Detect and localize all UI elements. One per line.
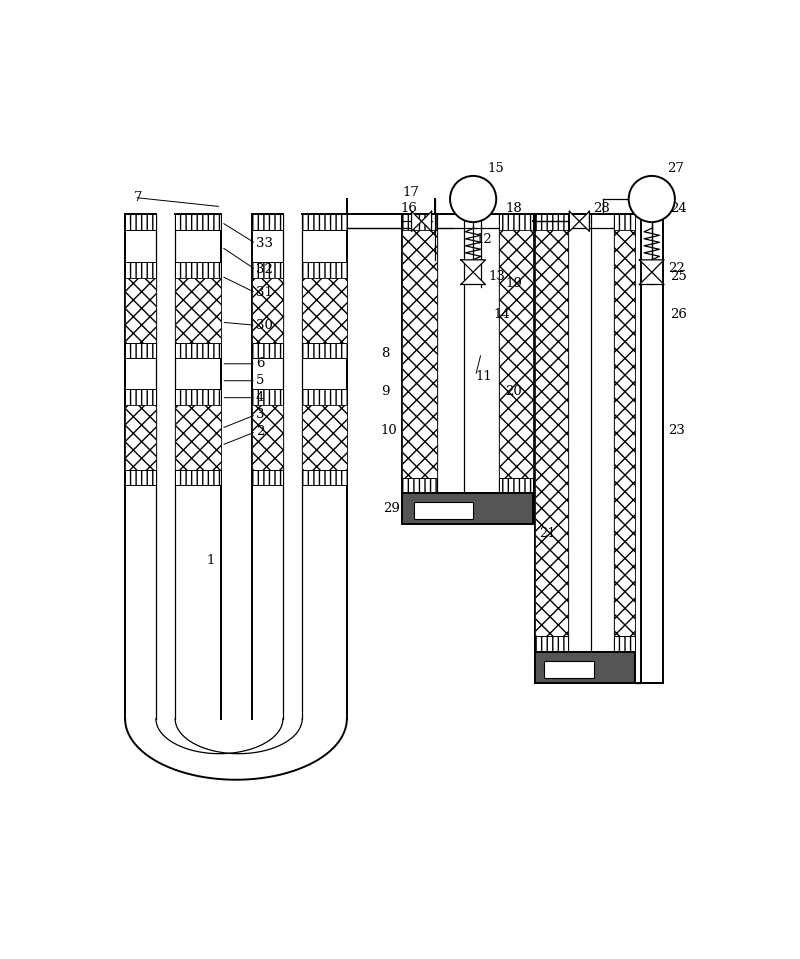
Bar	[302, 405, 347, 470]
Text: 14: 14	[493, 308, 510, 321]
Bar	[498, 230, 533, 478]
Bar	[252, 389, 283, 405]
Bar	[402, 478, 437, 493]
Bar	[302, 262, 347, 277]
Bar	[175, 405, 222, 470]
Text: 19: 19	[506, 277, 522, 291]
Bar	[175, 277, 222, 343]
Bar	[175, 389, 222, 405]
Text: 5: 5	[256, 374, 264, 387]
Text: 23: 23	[668, 424, 685, 436]
Text: 16: 16	[401, 201, 418, 215]
Text: 31: 31	[256, 287, 273, 299]
Bar	[125, 389, 156, 405]
Bar	[614, 637, 635, 652]
Bar	[125, 277, 156, 343]
Bar	[125, 262, 156, 277]
Circle shape	[450, 175, 496, 222]
Bar	[175, 215, 222, 230]
Text: 17: 17	[402, 186, 419, 199]
Text: 26: 26	[670, 308, 687, 321]
Text: 25: 25	[670, 269, 687, 283]
Text: 20: 20	[506, 385, 522, 398]
Bar	[302, 215, 347, 230]
Bar	[252, 343, 283, 359]
Polygon shape	[422, 211, 431, 231]
Bar	[414, 503, 473, 520]
Text: 18: 18	[506, 201, 522, 215]
Bar	[302, 389, 347, 405]
Bar	[302, 470, 347, 485]
Text: 7: 7	[134, 191, 143, 204]
Bar	[402, 215, 437, 230]
Bar	[175, 470, 222, 485]
Text: 3: 3	[256, 409, 265, 421]
Bar	[614, 230, 635, 637]
Polygon shape	[461, 260, 486, 272]
Bar	[302, 277, 347, 343]
Bar	[125, 470, 156, 485]
Bar	[534, 230, 568, 637]
Circle shape	[629, 175, 675, 222]
Text: 21: 21	[539, 527, 556, 541]
Polygon shape	[570, 211, 579, 231]
Bar	[252, 405, 283, 470]
Text: 12: 12	[475, 232, 492, 246]
Text: 8: 8	[381, 346, 389, 360]
Bar	[614, 215, 635, 230]
Polygon shape	[461, 272, 486, 285]
Text: 13: 13	[489, 269, 506, 283]
Text: 15: 15	[487, 162, 504, 175]
Polygon shape	[579, 211, 590, 231]
Polygon shape	[411, 211, 422, 231]
Text: 33: 33	[256, 237, 273, 250]
Bar	[498, 215, 533, 230]
Bar	[125, 405, 156, 470]
Bar	[534, 215, 568, 230]
Bar	[402, 230, 437, 478]
Text: 27: 27	[667, 162, 684, 175]
Bar	[302, 343, 347, 359]
Text: 6: 6	[256, 358, 265, 370]
Polygon shape	[639, 260, 664, 272]
Text: 29: 29	[383, 503, 400, 515]
Text: 32: 32	[256, 264, 273, 276]
Bar	[252, 277, 283, 343]
Bar	[544, 661, 594, 678]
Text: 2: 2	[256, 425, 264, 438]
Bar	[252, 215, 283, 230]
Text: 10: 10	[381, 424, 398, 436]
Bar	[175, 262, 222, 277]
Bar	[534, 652, 635, 683]
Bar	[252, 262, 283, 277]
Text: 22: 22	[668, 262, 685, 275]
Bar	[125, 215, 156, 230]
Text: 1: 1	[206, 554, 214, 568]
Bar	[252, 470, 283, 485]
Text: 30: 30	[256, 318, 273, 332]
Bar	[175, 343, 222, 359]
Text: 28: 28	[594, 201, 610, 215]
Polygon shape	[639, 272, 664, 285]
Bar	[125, 343, 156, 359]
Text: 24: 24	[670, 201, 687, 215]
Text: 11: 11	[475, 369, 492, 383]
Bar	[534, 637, 568, 652]
Bar	[498, 478, 533, 493]
Text: 4: 4	[256, 391, 264, 404]
Bar	[402, 493, 534, 524]
Text: 9: 9	[381, 385, 390, 398]
